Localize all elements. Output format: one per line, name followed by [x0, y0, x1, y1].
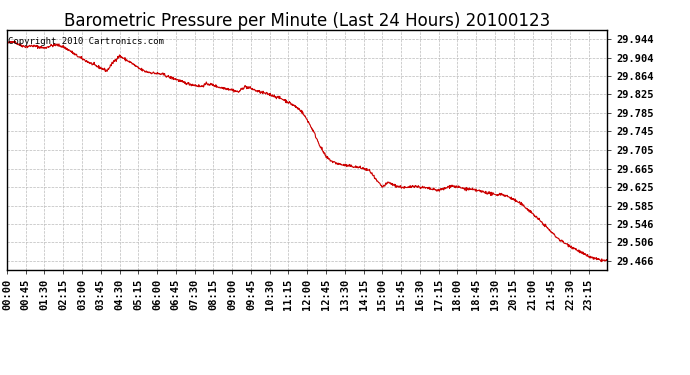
Text: Copyright 2010 Cartronics.com: Copyright 2010 Cartronics.com — [8, 37, 164, 46]
Title: Barometric Pressure per Minute (Last 24 Hours) 20100123: Barometric Pressure per Minute (Last 24 … — [64, 12, 550, 30]
